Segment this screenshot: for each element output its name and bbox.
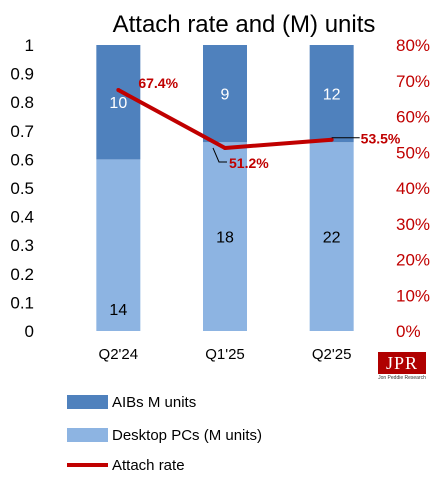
left-tick-label: 0.4	[10, 208, 34, 227]
left-tick-label: 0.8	[10, 93, 34, 112]
left-axis: 0 0.1 0.2 0.3 0.4 0.5 0.6 0.7 0.8 0.9 1	[10, 36, 34, 341]
logo-text: JPR	[378, 352, 426, 374]
left-tick-label: 0.1	[10, 293, 34, 312]
left-tick-label: 0.5	[10, 179, 34, 198]
attach-rate-point	[116, 88, 121, 93]
right-tick-label: 60%	[396, 108, 430, 127]
left-tick-label: 0.6	[10, 150, 34, 169]
leader-line	[212, 147, 227, 163]
left-tick-label: 0	[25, 322, 34, 341]
category-label: Q1'25	[205, 346, 245, 363]
attach-rate-label: 53.5%	[361, 131, 401, 147]
left-tick-label: 0.7	[10, 122, 34, 141]
aibs-value-label: 12	[323, 87, 341, 104]
attach-rate-line: 67.4% 51.2% 53.5%	[116, 75, 401, 171]
left-tick-label: 0.2	[10, 265, 34, 284]
aibs-value-label: 10	[109, 95, 127, 112]
left-tick-label: 0.9	[10, 65, 34, 84]
bar-segment-desktop-pcs	[96, 159, 141, 331]
legend-swatch	[67, 395, 108, 409]
legend-swatch	[67, 428, 108, 442]
logo-subtext: Jon Peddie Research	[378, 375, 426, 381]
bar-segment-aibs	[96, 45, 141, 160]
right-tick-label: 40%	[396, 179, 430, 198]
attach-rate-point	[223, 145, 227, 150]
bar-segment-aibs	[309, 45, 354, 143]
right-tick-label: 20%	[396, 251, 430, 270]
right-tick-label: 30%	[396, 215, 430, 234]
attach-rate-label: 51.2%	[229, 155, 269, 171]
attach-rate-point	[329, 137, 334, 142]
right-axis: 0% 10% 20% 30% 40% 50% 60% 70% 80%	[396, 36, 430, 341]
left-tick-label: 1	[25, 36, 34, 55]
aibs-value-label: 9	[221, 87, 230, 104]
chart-title: Attach rate and (M) units	[113, 11, 376, 38]
bars: 14 10 18 9 22 12	[96, 45, 354, 331]
jpr-logo: JPR Jon Peddie Research	[378, 352, 426, 382]
category-label: Q2'25	[312, 346, 352, 363]
right-tick-label: 70%	[396, 72, 430, 91]
category-label: Q2'24	[99, 346, 139, 363]
desktop-pcs-value-label: 22	[323, 230, 341, 247]
right-tick-label: 80%	[396, 36, 430, 55]
bar-segment-desktop-pcs	[203, 142, 247, 331]
right-tick-label: 0%	[396, 322, 421, 341]
category-labels: Q2'24 Q1'25 Q2'25	[99, 346, 352, 363]
bar-segment-aibs	[203, 45, 247, 143]
right-tick-label: 50%	[396, 143, 430, 162]
legend-label: Desktop PCs (M units)	[112, 427, 262, 444]
bar-segment-desktop-pcs	[309, 142, 354, 331]
right-tick-label: 10%	[396, 286, 430, 305]
desktop-pcs-value-label: 18	[216, 230, 234, 247]
attach-rate-label: 67.4%	[138, 75, 178, 91]
legend: AIBs M units Desktop PCs (M units) Attach …	[67, 394, 262, 474]
left-tick-label: 0.3	[10, 236, 34, 255]
legend-label: Attach rate	[112, 457, 185, 474]
desktop-pcs-value-label: 14	[109, 302, 127, 319]
legend-label: AIBs M units	[112, 394, 196, 411]
